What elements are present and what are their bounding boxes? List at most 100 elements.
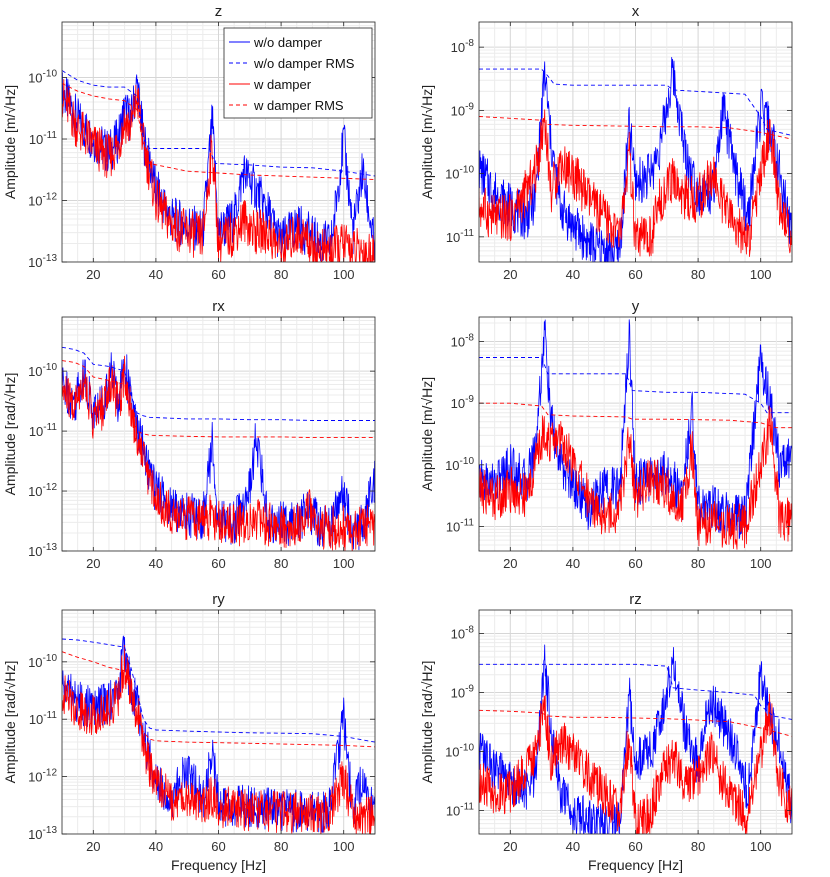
x-axis-label: Frequency [Hz]: [588, 857, 683, 873]
x-tick-label: 40: [566, 267, 580, 282]
x-tick-label: 20: [86, 267, 100, 282]
panel-y: 20 40 60 80 100 10-8 10-9 10-10 10-11 y Amplitude …: [419, 298, 793, 571]
x-tick-label: 20: [503, 267, 517, 282]
series-group: [62, 346, 375, 551]
x-tick-label: 40: [149, 556, 163, 571]
x-tick-label: 80: [274, 839, 288, 854]
x-tick-label: 100: [333, 556, 355, 571]
series-w-damper: [479, 405, 792, 550]
x-tick-label: 20: [503, 839, 517, 854]
series-w-o-damper: [62, 352, 375, 551]
x-tick-label: 80: [274, 267, 288, 282]
y-tick-label: 10-10: [28, 362, 57, 379]
series-w-damper-rms: [479, 709, 792, 737]
panel-title: y: [632, 298, 640, 315]
x-tick-label: 80: [691, 267, 705, 282]
x-tick-label: 100: [333, 267, 355, 282]
legend: w/o damper w/o damper RMS w damper w damper…: [223, 27, 373, 119]
series-w-o-damper-rms: [479, 357, 792, 414]
y-tick-label: 10-9: [451, 101, 475, 118]
y-tick-label: 10-10: [445, 743, 474, 760]
x-tick-label: 60: [211, 267, 225, 282]
legend-entry: w damper: [253, 77, 312, 92]
series-w-damper-rms: [62, 83, 375, 180]
y-tick-label: 10-11: [29, 710, 58, 727]
x-tick-label: 100: [333, 839, 355, 854]
y-tick-label: 10-10: [445, 165, 474, 182]
y-tick-label: 10-11: [29, 422, 58, 439]
x-tick-label: 20: [503, 556, 517, 571]
y-tick-label: 10-10: [28, 653, 57, 670]
y-axis-label: Amplitude [m/√Hz]: [2, 85, 18, 199]
y-tick-label: 10-12: [28, 192, 57, 209]
panel-title: rz: [629, 591, 642, 608]
y-axis-label: Amplitude [m/√Hz]: [419, 85, 435, 199]
series-w-o-damper-rms: [62, 346, 375, 421]
y-axis-label: Amplitude [m/√Hz]: [419, 377, 435, 491]
panel-title: x: [632, 3, 640, 20]
series-w-damper: [479, 693, 792, 834]
x-tick-label: 80: [691, 556, 705, 571]
y-tick-label: 10-11: [446, 802, 475, 819]
x-tick-label: 60: [211, 556, 225, 571]
series-w-damper: [62, 355, 375, 551]
x-tick-label: 60: [211, 839, 225, 854]
y-tick-label: 10-11: [29, 130, 58, 147]
x-tick-label: 60: [628, 556, 642, 571]
series-w-damper: [62, 644, 375, 834]
x-tick-label: 60: [628, 267, 642, 282]
y-tick-label: 10-13: [28, 825, 57, 842]
series-w-o-damper: [479, 57, 792, 262]
panel-title: z: [215, 3, 223, 20]
x-tick-label: 40: [566, 556, 580, 571]
panel-rz: 20 40 60 80 100 10-8 10-9 10-10 10-11 rz Amplitude…: [419, 591, 793, 873]
x-tick-label: 80: [274, 556, 288, 571]
y-tick-label: 10-8: [451, 38, 475, 55]
y-tick-label: 10-11: [446, 228, 475, 245]
x-tick-label: 80: [691, 839, 705, 854]
series-w-o-damper-rms: [62, 638, 375, 743]
y-axis-label: Amplitude [rad/√Hz]: [2, 373, 18, 496]
x-tick-label: 100: [750, 556, 772, 571]
legend-entry: w damper RMS: [253, 98, 344, 113]
series-group: [479, 644, 792, 834]
y-tick-label: 10-13: [28, 542, 57, 559]
y-axis-label: Amplitude [rad/√Hz]: [419, 661, 435, 784]
series-group: [479, 319, 792, 550]
x-tick-label: 60: [628, 839, 642, 854]
x-tick-label: 40: [149, 267, 163, 282]
x-tick-label: 100: [750, 267, 772, 282]
series-w-o-damper-rms: [479, 663, 792, 720]
legend-box: [223, 27, 373, 119]
y-axis-label: Amplitude [rad/√Hz]: [2, 661, 18, 784]
x-tick-label: 20: [86, 839, 100, 854]
panel-rx: 20 40 60 80 100 10-10 10-11 10-12 10-13 rx Amplitu…: [2, 298, 376, 571]
panel-x: 20 40 60 80 100 10-8 10-9 10-10 10-11 x Amplitude …: [419, 3, 793, 282]
y-tick-label: 10-8: [451, 624, 475, 641]
y-tick-label: 10-11: [446, 517, 475, 534]
series-group: [62, 635, 375, 834]
x-tick-label: 100: [750, 839, 772, 854]
series-group: [479, 57, 792, 262]
series-w-damper-rms: [62, 651, 375, 748]
legend-entry: w/o damper: [253, 35, 323, 50]
series-w-o-damper-rms: [479, 68, 792, 136]
y-tick-label: 10-10: [445, 456, 474, 473]
y-tick-label: 10-13: [28, 253, 57, 270]
y-tick-label: 10-12: [28, 768, 57, 785]
panel-title: ry: [212, 591, 225, 608]
legend-entry: w/o damper RMS: [253, 56, 355, 71]
x-tick-label: 40: [149, 839, 163, 854]
y-tick-label: 10-9: [451, 394, 475, 411]
panel-title: rx: [212, 298, 225, 315]
y-tick-label: 10-9: [451, 683, 475, 700]
y-tick-label: 10-12: [28, 482, 57, 499]
x-tick-label: 40: [566, 839, 580, 854]
y-tick-label: 10-10: [28, 69, 57, 86]
y-tick-label: 10-8: [451, 333, 475, 350]
x-tick-label: 20: [86, 556, 100, 571]
x-axis-label: Frequency [Hz]: [171, 857, 266, 873]
panel-ry: 20 40 60 80 100 10-10 10-11 10-12 10-13 ry Amplitu…: [2, 591, 376, 873]
series-w-damper-rms: [479, 116, 792, 140]
